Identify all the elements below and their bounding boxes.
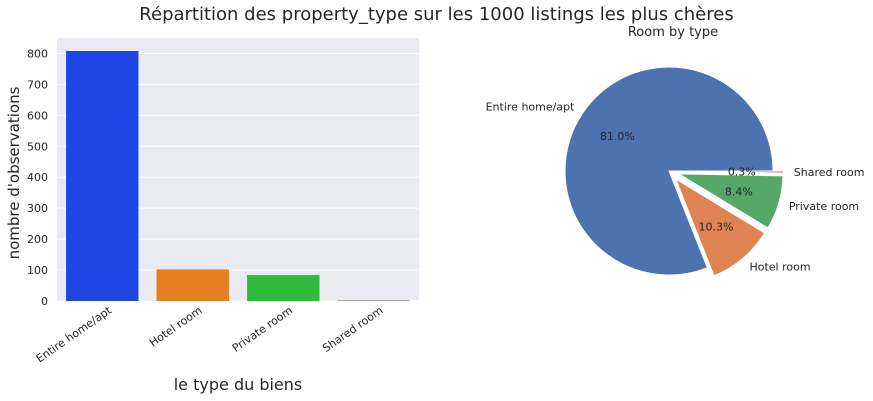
pie-wedge-entire-home-apt [564,66,774,276]
pie-title: Room by type [628,25,718,40]
pie-wedge-hotel-room [674,177,766,277]
bar-chart: 0 100 200 300 400 500 600 700 800 Entire home/ap… [5,38,419,394]
pie-wedge-private-room [677,173,784,229]
bar-x-tick-label: Private room [230,304,295,355]
bar-entire-home-apt [66,50,139,301]
bar-y-tick-label: 600 [27,109,48,122]
bar-y-tick-label: 400 [27,171,48,184]
bar-y-tick-label: 200 [27,233,48,246]
pie-chart: Room by type 81.0% Entire home/apt 10.3% Ho… [486,25,865,277]
pie-category-label: Entire home/apt [486,101,575,114]
bar-x-tick-label: Entire home/apt [34,303,115,365]
bar-x-axis-label: le type du biens [174,375,303,394]
bar-y-tick-label: 300 [27,202,48,215]
bar-y-tick-label: 800 [27,47,48,60]
figure-title: Répartition des property_type sur les 10… [139,4,734,25]
pie-wedges [564,66,784,277]
bar-x-tick-label: Shared room [320,304,385,355]
bar-y-axis-label: nombre d'observations [5,86,23,259]
bar-hotel-room [156,269,229,301]
bar-x-tick-label: Hotel room [147,304,205,350]
bar-series [66,50,410,301]
pie-pct-label: 81.0% [600,130,635,143]
pie-category-label: Hotel room [749,260,810,273]
bar-y-tick-label: 0 [41,295,48,308]
pie-pct-label: 10.3% [698,221,733,234]
bar-private-room [247,275,320,301]
pie-wedge-shared-room [679,170,784,174]
pie-category-label: Shared room [794,166,865,179]
bar-y-tick-label: 700 [27,78,48,91]
bar-y-tick-label: 100 [27,264,48,277]
bar-shared-room [337,300,410,301]
pie-pct-label: 8.4% [725,185,753,198]
pie-labels: 81.0% Entire home/apt 10.3% Hotel room 8.4% P… [486,101,865,274]
bar-y-tick-label: 500 [27,140,48,153]
bar-x-tick-labels: Entire home/apt Hotel room Private room Sha… [34,303,386,365]
bar-y-tick-labels: 0 100 200 300 400 500 600 700 800 [27,47,48,308]
pie-pct-label: 0.3% [728,166,756,179]
pie-category-label: Private room [789,200,859,213]
